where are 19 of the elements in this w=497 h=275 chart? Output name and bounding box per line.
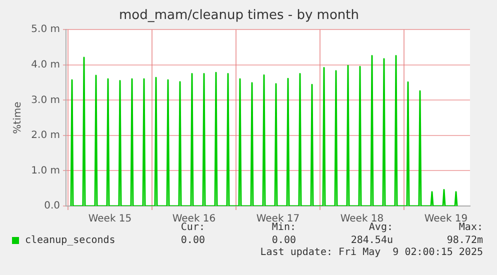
text: Max:: [458, 222, 483, 233]
text: 284.54u: [350, 235, 393, 246]
y-tick-label: 3.0 m: [31, 94, 60, 106]
y-tick-label: 5.0 m: [31, 24, 60, 36]
legend-label: cleanup_seconds: [25, 235, 116, 246]
text: 98.72m: [446, 235, 483, 246]
text: Last update: Fri May 9 02:00:15 2025: [260, 247, 483, 258]
y-tick-label: 2.0 m: [31, 130, 60, 142]
y-axis-title: %time: [12, 102, 24, 134]
text: 0.00: [180, 235, 205, 246]
text: Min:: [272, 222, 296, 233]
text: Avg:: [368, 222, 393, 233]
y-tick-label: 1.0 m: [31, 165, 60, 176]
y-tick-label: 0.0: [44, 200, 60, 212]
y-tick-label: 4.0 m: [31, 59, 60, 70]
text: Cur:: [180, 222, 205, 233]
x-tick-label: Week 15: [88, 214, 132, 225]
chart-title: mod_mam/cleanup times - by month: [119, 8, 359, 24]
text: 0.00: [272, 235, 296, 246]
